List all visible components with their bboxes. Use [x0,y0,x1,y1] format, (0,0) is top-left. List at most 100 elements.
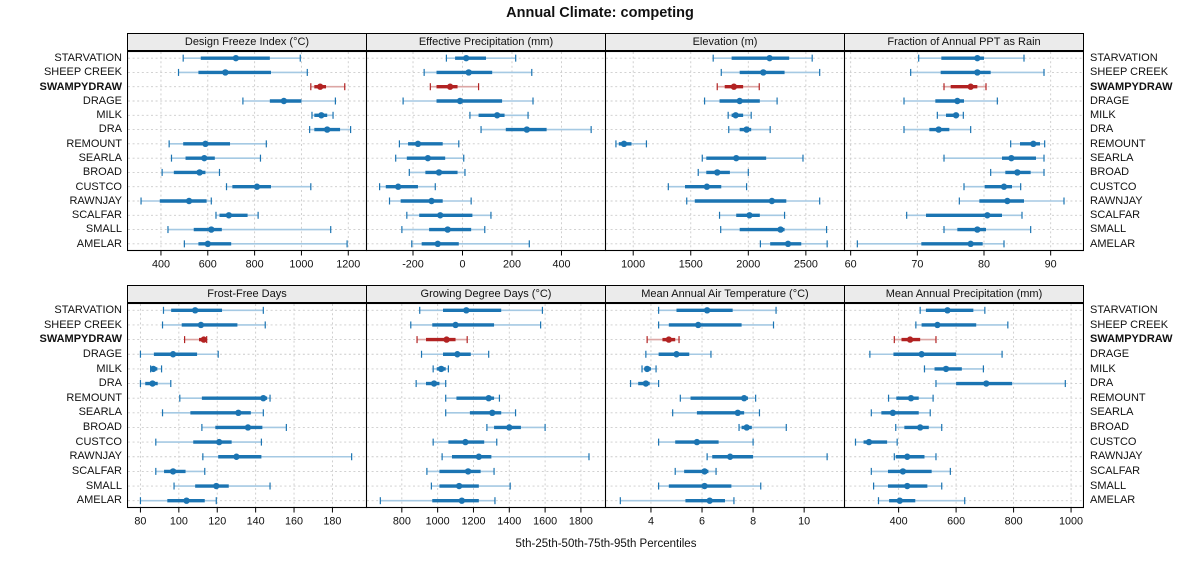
station-label: SEARLA [78,406,122,419]
panel-plot: -200 0 200 400 [366,51,606,271]
station-label: REMOUNT [66,391,122,404]
station-label: CUSTCO [1090,180,1137,193]
panel-plot: 400 600 800 1000 [844,303,1084,528]
svg-text:200: 200 [503,259,521,271]
x-axis: 4 6 8 10 [648,508,810,528]
svg-text:400: 400 [152,259,170,271]
panel-border [366,303,606,509]
gridlines [128,304,366,507]
station-label: SCALFAR [71,465,122,478]
svg-text:1500: 1500 [679,259,703,271]
station-label: STARVATION [54,52,122,64]
percentile-series [856,54,1065,248]
station-label: DRAGE [1090,94,1130,107]
station-label: SMALL [1090,479,1127,492]
station-label: MILK [96,362,122,375]
station-label: SCALFAR [1090,465,1141,478]
svg-text:400: 400 [552,259,570,271]
svg-text:60: 60 [845,259,857,271]
svg-text:80: 80 [978,259,990,271]
svg-text:-200: -200 [402,259,424,271]
svg-text:120: 120 [208,516,226,528]
svg-text:0: 0 [459,259,465,271]
station-label: BROAD [1090,166,1130,179]
x-axis-caption: 5th-25th-50th-75th-95th Percentiles [515,538,697,550]
x-axis: -200 0 200 400 [402,251,570,271]
panel-elevation-m: Elevation (m) 1000 1500 2000 2500 [605,33,845,277]
panel-plot: 800 1000 1200 1400 1600 1800 [366,303,606,528]
svg-text:160: 160 [285,516,303,528]
svg-text:8: 8 [750,516,756,528]
station-label: REMOUNT [66,137,122,150]
station-label: SWAMPYDRAW [1090,80,1173,93]
station-label: REMOUNT [1090,137,1146,150]
panel-strip-title: Elevation (m) [605,33,845,51]
x-axis: 1000 1500 2000 2500 [621,251,818,271]
panel-row-bottom: STARVATION SHEEP CREEK SWAMPYDRAW DRAGE MILK… [0,285,1197,534]
panel-border [127,51,367,252]
station-labels-right: STARVATION SHEEP CREEK SWAMPYDRAW DRAGE MILK… [1084,285,1197,508]
station-label: REMOUNT [1090,391,1146,404]
station-label: SEARLA [1090,151,1134,164]
svg-text:1000: 1000 [1059,516,1083,528]
percentile-series [379,54,592,248]
percentile-series [615,54,828,248]
x-axis: 800 1000 1200 1400 1600 1800 [393,508,593,528]
x-axis: 400 600 800 1000 [890,508,1083,528]
panel-frost-free-days: Frost-Free Days 80 100 120 140 160 180 [127,285,367,534]
svg-text:1400: 1400 [497,516,521,528]
panel-strip-title: Mean Annual Precipitation (mm) [844,285,1084,303]
x-axis: 60 70 80 90 [845,251,1057,271]
station-label: STARVATION [54,304,122,316]
panel-plot: 80 100 120 140 160 180 [127,303,367,528]
panel-row-top: STARVATION SHEEP CREEK SWAMPYDRAW DRAGE MILK… [0,33,1197,277]
panel-mean-annual-air-temperature-c: Mean Annual Air Temperature (°C) 4 6 8 10 [605,285,845,534]
panel-growing-degree-days-c: Growing Degree Days (°C) 800 1000 1200 1400 1… [366,285,606,534]
percentile-series [854,306,1066,505]
svg-text:800: 800 [246,259,264,271]
station-label: SHEEP CREEK [43,318,122,331]
svg-text:100: 100 [170,516,188,528]
station-label: CUSTCO [75,435,122,448]
percentile-series [379,306,590,505]
station-label: RAWNJAY [1090,450,1143,463]
svg-text:180: 180 [323,516,341,528]
station-label: STARVATION [1090,52,1158,64]
station-label: SWAMPYDRAW [39,333,123,346]
panel-design-freeze-index-c: Design Freeze Index (°C) 400 600 800 1000 120… [127,33,367,277]
station-label: AMELAR [76,237,122,250]
svg-text:1600: 1600 [533,516,557,528]
gridlines [606,304,844,507]
panel-strip-title: Fraction of Annual PPT as Rain [844,33,1084,51]
svg-text:6: 6 [699,516,705,528]
panel-strip-title: Growing Degree Days (°C) [366,285,606,303]
panel-plot: 60 70 80 90 [844,51,1084,271]
station-labels-left: STARVATION SHEEP CREEK SWAMPYDRAW DRAGE MILK… [0,33,127,251]
gridlines [606,52,844,250]
station-label: DRA [98,123,122,136]
svg-text:1800: 1800 [569,516,593,528]
station-labels-right: STARVATION SHEEP CREEK SWAMPYDRAW DRAGE MILK… [1084,33,1197,251]
percentile-series [139,306,353,505]
svg-text:4: 4 [648,516,654,528]
svg-text:90: 90 [1045,259,1057,271]
svg-text:400: 400 [890,516,908,528]
station-label: MILK [1090,109,1116,122]
station-label: BROAD [82,166,122,179]
panel-border [605,303,845,509]
svg-text:800: 800 [393,516,411,528]
station-label: AMELAR [1090,237,1136,250]
station-label: SMALL [1090,223,1127,236]
panel-border [605,51,845,252]
panel-effective-precipitation-mm: Effective Precipitation (mm) -200 0 200 400 [366,33,606,277]
station-label: DRA [98,377,122,390]
svg-text:1200: 1200 [461,516,485,528]
station-label: AMELAR [1090,494,1136,507]
panel-strip-title: Design Freeze Index (°C) [127,33,367,51]
svg-text:1000: 1000 [289,259,313,271]
svg-text:80: 80 [134,516,146,528]
station-label: STARVATION [1090,304,1158,316]
station-label: AMELAR [76,494,122,507]
station-label: SCALFAR [1090,209,1141,222]
svg-text:1200: 1200 [336,259,360,271]
